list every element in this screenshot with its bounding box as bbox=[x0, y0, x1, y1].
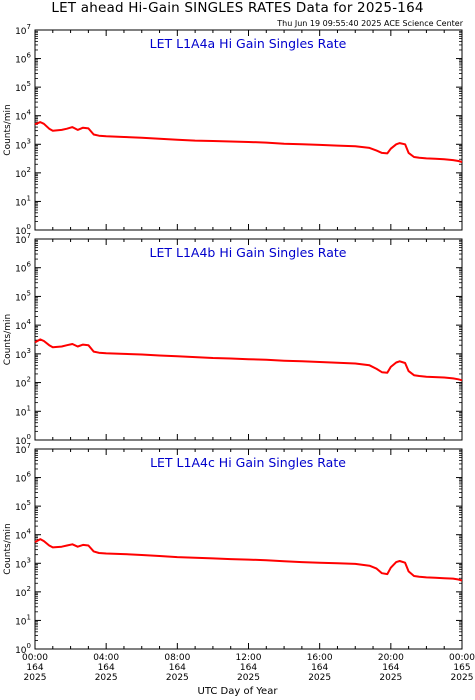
panel-title: LET L1A4c Hi Gain Singles Rate bbox=[150, 455, 346, 470]
y-tick-label: 100 bbox=[15, 223, 31, 237]
data-series-line bbox=[34, 538, 463, 582]
x-tick-label: 00:00 bbox=[22, 653, 48, 663]
y-tick-label: 102 bbox=[15, 585, 31, 599]
y-tick-label: 101 bbox=[15, 404, 31, 418]
y-tick-label: 107 bbox=[15, 23, 31, 37]
y-tick-label: 103 bbox=[15, 137, 31, 151]
y-tick-label: 107 bbox=[15, 232, 31, 246]
y-tick-label: 106 bbox=[15, 52, 31, 66]
x-tick-label: 2025 bbox=[166, 673, 189, 683]
y-tick-label: 104 bbox=[15, 528, 31, 542]
y-tick-label: 100 bbox=[15, 642, 31, 656]
panel-title: LET L1A4a Hi Gain Singles Rate bbox=[150, 36, 347, 51]
data-series-line bbox=[34, 121, 463, 163]
panel-1: 100 101 102 103 104 105 106 107 Counts/min LET L1… bbox=[3, 23, 463, 237]
x-tick-label: 164 bbox=[382, 663, 399, 673]
y-tick-label: 102 bbox=[15, 376, 31, 390]
y-tick-label: 106 bbox=[15, 261, 31, 275]
x-tick-label: 2025 bbox=[24, 673, 47, 683]
x-tick-label: 164 bbox=[26, 663, 43, 673]
y-tick-label: 101 bbox=[15, 613, 31, 627]
x-tick-label: 2025 bbox=[451, 673, 474, 683]
y-tick-label: 100 bbox=[15, 433, 31, 447]
x-tick-label: 164 bbox=[240, 663, 257, 673]
plot-frame bbox=[34, 238, 463, 441]
y-tick-label: 104 bbox=[15, 109, 31, 123]
x-tick-label: 2025 bbox=[95, 673, 118, 683]
y-axis-label: Counts/min bbox=[3, 314, 13, 365]
y-tick-label: 105 bbox=[15, 289, 31, 303]
panel-title: LET L1A4b Hi Gain Singles Rate bbox=[150, 245, 347, 260]
y-tick-label: 101 bbox=[15, 194, 31, 208]
x-tick-label: 00:00 bbox=[449, 653, 475, 663]
x-tick-label: 08:00 bbox=[164, 653, 190, 663]
y-tick-label: 105 bbox=[15, 80, 31, 94]
panel-3: 100 101 102 103 104 105 106 107 Counts/min LET L1… bbox=[3, 442, 463, 656]
x-axis-label: UTC Day of Year bbox=[197, 686, 278, 697]
y-tick-label: 104 bbox=[15, 318, 31, 332]
y-tick-label: 105 bbox=[15, 499, 31, 513]
data-series-line bbox=[34, 338, 463, 382]
x-tick-label: 12:00 bbox=[236, 653, 262, 663]
plot-frame bbox=[34, 448, 463, 650]
y-tick-label: 107 bbox=[15, 442, 31, 456]
y-tick-label: 102 bbox=[15, 166, 31, 180]
y-axis-label: Counts/min bbox=[3, 523, 13, 574]
plot-frame bbox=[34, 29, 463, 231]
y-tick-label: 106 bbox=[15, 471, 31, 485]
x-tick-label: 164 bbox=[169, 663, 186, 673]
x-tick-label: 04:00 bbox=[93, 653, 119, 663]
x-tick-label: 164 bbox=[311, 663, 328, 673]
x-tick-label: 2025 bbox=[308, 673, 331, 683]
x-tick-label: 2025 bbox=[379, 673, 402, 683]
y-tick-label: 103 bbox=[15, 556, 31, 570]
x-tick-label: 2025 bbox=[237, 673, 260, 683]
timestamp-label: Thu Jun 19 09:55:40 2025 ACE Science Cen… bbox=[277, 19, 463, 28]
chart-main-title: LET ahead Hi-Gain SINGLES RATES Data for… bbox=[51, 0, 424, 16]
panel-2: 100 101 102 103 104 105 106 107 Counts/min LET L1… bbox=[3, 232, 463, 447]
x-tick-label: 16:00 bbox=[307, 653, 333, 663]
y-axis-label: Counts/min bbox=[3, 104, 13, 155]
y-tick-label: 103 bbox=[15, 347, 31, 361]
x-tick-label: 20:00 bbox=[378, 653, 404, 663]
x-tick-label: 164 bbox=[98, 663, 115, 673]
x-tick-label: 165 bbox=[453, 663, 470, 673]
